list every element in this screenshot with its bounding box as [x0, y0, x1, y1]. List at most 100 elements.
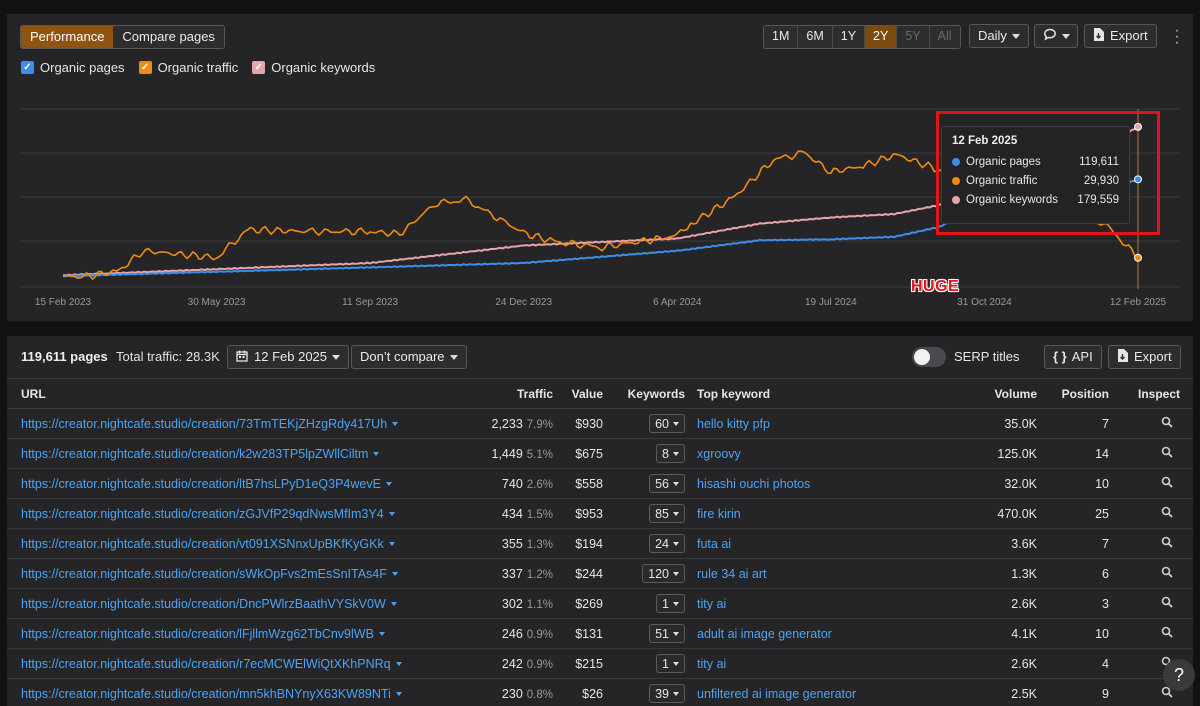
top-keyword-link[interactable]: rule 34 ai art [697, 566, 767, 581]
magnifier-icon[interactable] [1161, 446, 1173, 461]
col-volume[interactable]: Volume [951, 378, 1043, 409]
checkbox-checked-icon[interactable]: ✓ [21, 61, 34, 74]
page-url-link[interactable]: https://creator.nightcafe.studio/creatio… [21, 597, 397, 611]
page-url-link[interactable]: https://creator.nightcafe.studio/creatio… [21, 447, 380, 461]
chevron-down-icon[interactable] [392, 422, 399, 427]
checkbox-checked-icon[interactable]: ✓ [138, 61, 152, 74]
magnifier-icon[interactable] [1161, 476, 1173, 491]
chevron-down-icon[interactable] [391, 572, 398, 577]
date-picker[interactable]: 12 Feb 2025 [227, 345, 350, 369]
range-1y[interactable]: 1Y [832, 26, 866, 48]
chevron-down-icon[interactable] [388, 542, 395, 547]
range-6m[interactable]: 6M [798, 26, 833, 48]
help-button[interactable]: ? [1163, 659, 1195, 691]
magnifier-icon[interactable] [1161, 686, 1173, 701]
col-keywords[interactable]: Keywords [609, 378, 691, 409]
table-row: https://creator.nightcafe.studio/creatio… [7, 618, 1193, 649]
page-url-link[interactable]: https://creator.nightcafe.studio/creatio… [21, 657, 402, 671]
top-keyword-link[interactable]: tity ai [697, 656, 727, 671]
compare-dropdown[interactable]: Don’t compare [351, 345, 467, 369]
legend-organic-pages[interactable]: ✓ Organic pages [21, 60, 125, 75]
page-url-link[interactable]: https://creator.nightcafe.studio/creatio… [21, 627, 385, 641]
export-icon [1093, 26, 1104, 48]
table-export-button[interactable]: Export [1108, 345, 1181, 369]
top-keyword-link[interactable]: hisashi ouchi photos [697, 476, 811, 491]
compare-label: Don’t compare [360, 349, 445, 364]
chevron-down-icon[interactable] [395, 692, 402, 697]
inspect-cell [1115, 498, 1193, 529]
magnifier-icon[interactable] [1161, 416, 1173, 431]
value-cell: $194 [559, 528, 609, 559]
magnifier-icon[interactable] [1161, 506, 1173, 521]
tab-performance[interactable]: Performance [21, 26, 114, 48]
keywords-dropdown[interactable]: 56 [649, 474, 685, 493]
traffic-share: 7.9% [526, 418, 553, 431]
chart-export-button[interactable]: Export [1084, 24, 1157, 48]
annotations-button[interactable] [1034, 24, 1078, 48]
vertical-dots-icon[interactable]: · · · [1174, 22, 1180, 51]
top-keyword-link[interactable]: hello kitty pfp [697, 416, 770, 431]
chevron-down-icon[interactable] [388, 512, 395, 517]
col-top-keyword[interactable]: Top keyword [691, 378, 951, 409]
magnifier-icon[interactable] [1161, 596, 1173, 611]
keywords-dropdown[interactable]: 1 [656, 594, 685, 613]
top-keyword-link[interactable]: xgroovy [697, 446, 741, 461]
serp-titles-toggle[interactable] [912, 347, 946, 367]
page-url-link[interactable]: https://creator.nightcafe.studio/creatio… [21, 417, 399, 431]
magnifier-icon[interactable] [1161, 626, 1173, 641]
range-2y[interactable]: 2Y [865, 26, 898, 48]
col-traffic[interactable]: Traffic [477, 378, 559, 409]
chevron-down-icon [673, 481, 679, 486]
keywords-dropdown[interactable]: 39 [649, 684, 685, 703]
chevron-down-icon[interactable] [390, 602, 397, 607]
keywords-dropdown[interactable]: 1 [656, 654, 685, 673]
chart-legend: ✓ Organic pages ✓ Organic traffic ✓ Orga… [21, 60, 375, 75]
keywords-dropdown[interactable]: 51 [649, 624, 685, 643]
keywords-count: 8 [662, 446, 669, 461]
chevron-down-icon [1011, 34, 1020, 40]
inspect-cell [1115, 618, 1193, 649]
col-value[interactable]: Value [559, 378, 609, 409]
position-cell: 6 [1043, 558, 1115, 589]
page-url-link[interactable]: https://creator.nightcafe.studio/creatio… [21, 507, 395, 521]
interval-dropdown[interactable]: Daily [969, 24, 1029, 48]
page-url-link[interactable]: https://creator.nightcafe.studio/creatio… [21, 567, 398, 581]
col-position[interactable]: Position [1043, 378, 1115, 409]
col-url[interactable]: URL [7, 378, 477, 409]
api-button[interactable]: { } API [1044, 345, 1102, 369]
chevron-down-icon[interactable] [373, 452, 380, 457]
traffic-cell: 740 2.6% [477, 468, 559, 499]
keywords-count: 1 [662, 596, 669, 611]
keywords-dropdown[interactable]: 120 [642, 564, 685, 583]
page-url-link[interactable]: https://creator.nightcafe.studio/creatio… [21, 477, 392, 491]
tab-compare-pages[interactable]: Compare pages [113, 26, 224, 48]
keywords-dropdown[interactable]: 24 [649, 534, 685, 553]
top-keyword-link[interactable]: fire kirin [697, 506, 741, 521]
chevron-down-icon[interactable] [385, 482, 392, 487]
top-keyword-link[interactable]: tity ai [697, 596, 727, 611]
time-range-selector: 1M 6M 1Y 2Y 5Y All [763, 25, 961, 49]
chevron-down-icon[interactable] [395, 662, 402, 667]
traffic-share: 1.1% [526, 598, 553, 611]
top-keyword-link[interactable]: adult ai image generator [697, 626, 832, 641]
traffic-cell: 1,449 5.1% [477, 438, 559, 469]
legend-organic-traffic[interactable]: ✓ Organic traffic [138, 60, 238, 75]
keywords-cell: 120 [609, 558, 691, 589]
keywords-dropdown[interactable]: 60 [649, 414, 685, 433]
checkbox-checked-icon[interactable]: ✓ [252, 61, 266, 74]
legend-organic-keywords[interactable]: ✓ Organic keywords [252, 60, 375, 75]
page-url-link[interactable]: https://creator.nightcafe.studio/creatio… [21, 537, 395, 551]
chevron-down-icon [673, 511, 679, 516]
value-cell: $26 [559, 678, 609, 706]
magnifier-icon[interactable] [1161, 566, 1173, 581]
line-chart[interactable]: 15 Feb 2023 30 May 2023 11 Sep 2023 24 Dec … [7, 14, 1193, 321]
range-1m[interactable]: 1M [764, 26, 799, 48]
keywords-dropdown[interactable]: 8 [656, 444, 685, 463]
page-url-link[interactable]: https://creator.nightcafe.studio/creatio… [21, 687, 402, 701]
magnifier-icon[interactable] [1161, 536, 1173, 551]
keywords-cell: 24 [609, 528, 691, 559]
top-keyword-link[interactable]: futa ai [697, 536, 732, 551]
chevron-down-icon[interactable] [378, 632, 385, 637]
top-keyword-link[interactable]: unfiltered ai image generator [697, 686, 857, 701]
keywords-dropdown[interactable]: 85 [649, 504, 685, 523]
